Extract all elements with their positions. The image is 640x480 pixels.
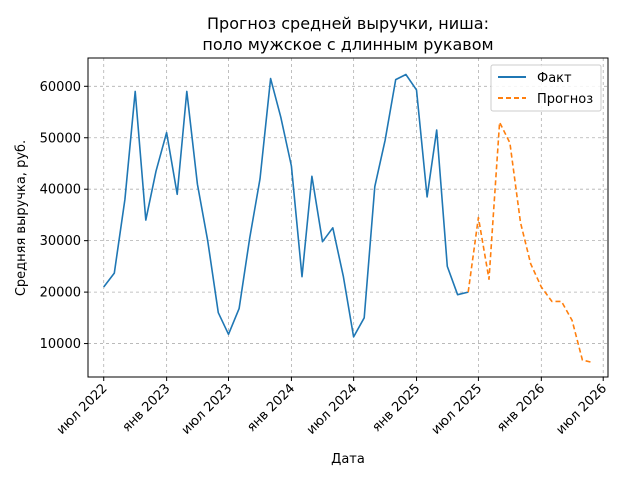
x-axis-label: Дата [331,452,365,467]
series-layer [103,73,594,364]
grid [88,58,608,377]
y-tick-label: 20000 [40,286,81,301]
plot-frame [87,57,609,378]
series-line-fact [103,73,469,338]
y-tick-label: 40000 [40,183,81,198]
y-tick-label: 30000 [40,234,81,249]
y-tick-label: 10000 [40,337,81,352]
chart-title-line-1: Прогноз средней выручки, ниша: [207,14,489,33]
legend-label-fact: Факт [537,71,572,86]
legend-label-forecast: Прогноз [537,92,593,107]
chart-title-line-2: поло мужское с длинным рукавом [202,35,493,54]
y-tick-label: 60000 [40,80,81,95]
y-axis-label: Средняя выручка, руб. [14,140,29,296]
y-tick-label: 50000 [40,131,81,146]
legend: Факт Прогноз [490,64,602,112]
